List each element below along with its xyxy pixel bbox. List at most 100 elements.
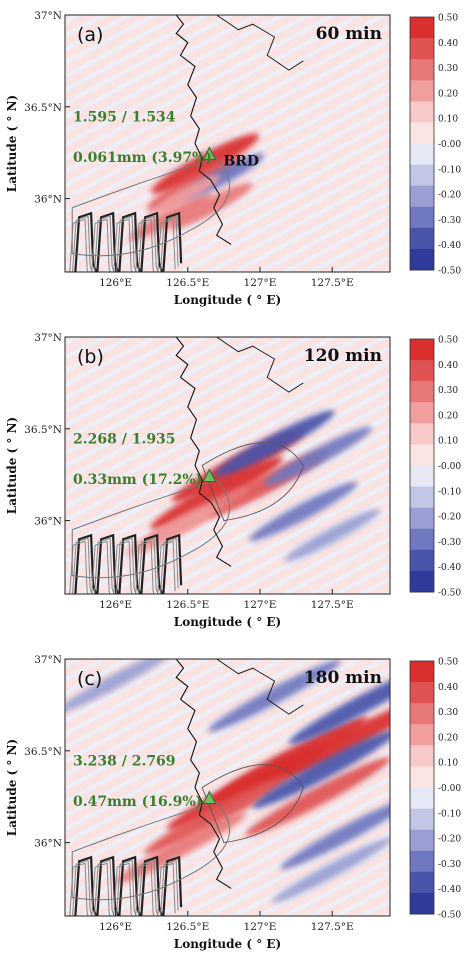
y-tick-label-1: 36.5°N — [24, 102, 62, 114]
colorbar-segment-9 — [410, 206, 434, 229]
seeding-contours — [69, 157, 231, 272]
enhancement-cell-8 — [125, 503, 222, 556]
amount-text: 0.47mm (16.9%) — [73, 794, 202, 810]
panel-label: (c) — [77, 668, 102, 690]
colorbar-tick-1: 0.40 — [438, 39, 458, 49]
coastline — [175, 337, 232, 567]
time-label: 120 min — [304, 346, 382, 366]
colorbar-segment-9 — [410, 850, 434, 873]
contour-line-1 — [72, 537, 179, 594]
seeding-contours — [69, 442, 304, 594]
colorbar-segment-7 — [410, 164, 434, 187]
colorbar-tick-9: -0.40 — [438, 241, 461, 251]
colorbar-segment-8 — [410, 507, 434, 530]
admin-border — [216, 337, 304, 393]
x-tick-label-0: 126°E — [99, 921, 132, 933]
x-axis-label: Longitude ( ° E) — [174, 293, 281, 307]
amount-text: 0.33mm (17.2%) — [73, 472, 202, 488]
colorbar-tick-10: -0.50 — [438, 267, 461, 277]
colorbar-tick-3: 0.20 — [438, 89, 458, 99]
y-tick-label-0: 37°N — [34, 10, 62, 22]
amount-text: 0.061mm (3.97%) — [73, 150, 212, 166]
colorbar-tick-8: -0.30 — [438, 538, 461, 548]
enhancement-cell-4 — [245, 757, 390, 836]
colorbar-segment-2 — [410, 381, 434, 403]
colorbar-tick-5: -0.00 — [438, 140, 461, 150]
colorbar-segment-8 — [410, 829, 434, 852]
panel-a: BRD (a) 60 min 1.595 / 1.534 0.061mm (3.97%)… — [0, 0, 466, 318]
colorbar-tick-6: -0.10 — [438, 165, 461, 175]
colorbar-segment-11 — [410, 570, 434, 593]
contour-line-2 — [69, 218, 176, 272]
colorbar-segment-11 — [410, 248, 434, 271]
y-tick-label-1: 36.5°N — [24, 424, 62, 436]
y-tick-label-2: 36°N — [34, 194, 62, 206]
panel-c-plot: (c) 180 min 3.238 / 2.769 0.47mm (16.9%) 126… — [5, 654, 466, 951]
colorbar-segment-1 — [410, 682, 434, 704]
y-tick-label-0: 37°N — [34, 654, 62, 666]
enhancement-cell-9 — [272, 837, 390, 903]
colorbar-segment-4 — [410, 423, 434, 445]
enhancement-cell-5 — [288, 665, 390, 745]
colorbar-frame — [409, 660, 435, 915]
colorbar-segment-5 — [410, 766, 434, 788]
x-axis-label: Longitude ( ° E) — [174, 615, 281, 629]
enhancement-cell-3 — [144, 775, 290, 855]
colorbar-segment-5 — [410, 444, 434, 466]
site-marker-icon — [202, 790, 217, 805]
colorbar-segment-5 — [410, 122, 434, 144]
colorbar-tick-9: -0.40 — [438, 885, 461, 895]
colorbar-tick-4: 0.10 — [438, 437, 458, 447]
enhancement-cell-2 — [169, 182, 253, 230]
plot-frame — [64, 658, 391, 917]
colorbar-tick-7: -0.20 — [438, 513, 461, 523]
colorbar-tick-7: -0.20 — [438, 835, 461, 845]
x-tick-label-2: 127°E — [244, 277, 277, 289]
y-axis-label: Latitude ( ° N) — [5, 95, 19, 192]
enhancement-cell-0 — [151, 133, 260, 194]
seeding-contours — [69, 764, 304, 916]
colorbar-segment-0 — [410, 339, 434, 361]
ratio-text: 2.268 / 1.935 — [73, 431, 176, 447]
colorbar-segment-7 — [410, 808, 434, 831]
colorbar-tick-5: -0.00 — [438, 462, 461, 472]
x-tick-label-3: 127.5°E — [311, 277, 354, 289]
enhancement-cell-10 — [65, 659, 176, 714]
colorbar-tick-2: 0.30 — [438, 64, 458, 74]
enhancement-cell-6 — [252, 729, 390, 809]
colorbar-segment-3 — [410, 724, 434, 746]
site-label: BRD — [223, 154, 259, 170]
colorbar-segment-2 — [410, 59, 434, 81]
panel-b-plot: (b) 120 min 2.268 / 1.935 0.33mm (17.2%) 126… — [5, 332, 466, 629]
y-tick-label-2: 36°N — [34, 838, 62, 850]
contour-line-1 — [72, 859, 179, 916]
colorbar-segment-2 — [410, 703, 434, 725]
x-tick-label-3: 127.5°E — [311, 921, 354, 933]
enhancement-cell-5 — [149, 175, 221, 215]
colorbar-tick-1: 0.40 — [438, 361, 458, 371]
ratio-text: 3.238 / 2.769 — [73, 753, 176, 769]
x-tick-label-1: 126.5°E — [166, 277, 209, 289]
plot-area — [69, 15, 304, 272]
colorbar-tick-5: -0.00 — [438, 784, 461, 794]
panel-b: (b) 120 min 2.268 / 1.935 0.33mm (17.2%) 126… — [0, 322, 466, 640]
colorbar-tick-6: -0.10 — [438, 487, 461, 497]
colorbar-segment-0 — [410, 17, 434, 39]
colorbar-segment-8 — [410, 185, 434, 208]
enhancement-cell-5 — [263, 426, 372, 486]
x-axis-label: Longitude ( ° E) — [174, 937, 281, 951]
colorbar-segment-6 — [410, 787, 434, 810]
ratio-text: 1.595 / 1.534 — [73, 109, 176, 125]
x-tick-label-0: 126°E — [99, 599, 132, 611]
colorbar-tick-2: 0.30 — [438, 386, 458, 396]
x-tick-label-1: 126.5°E — [166, 599, 209, 611]
y-tick-label-1: 36.5°N — [24, 746, 62, 758]
time-label: 60 min — [316, 24, 382, 44]
enhancement-cell-8 — [280, 797, 390, 870]
colorbar-segment-3 — [410, 402, 434, 424]
enhancement-cell-2 — [267, 698, 390, 785]
x-tick-label-2: 127°E — [244, 599, 277, 611]
colorbar-segment-4 — [410, 101, 434, 123]
panel-label: (a) — [77, 24, 103, 46]
colorbar-tick-10: -0.50 — [438, 589, 461, 599]
